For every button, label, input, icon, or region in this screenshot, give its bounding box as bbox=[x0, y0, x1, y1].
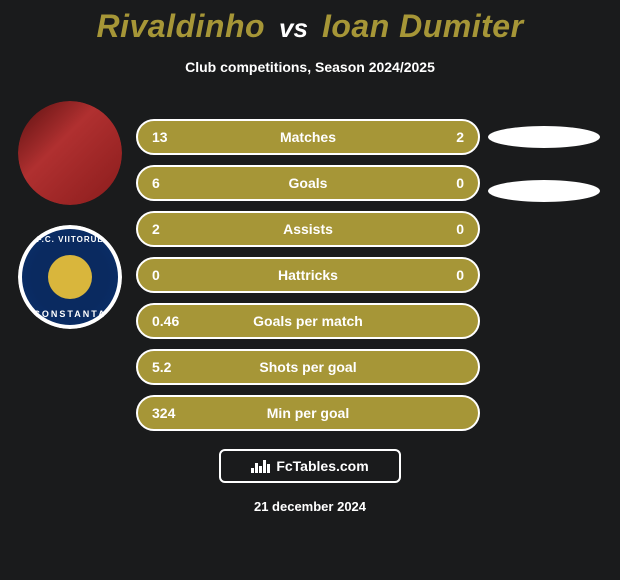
stat-row: 2 Assists 0 bbox=[136, 211, 480, 247]
player1-avatar bbox=[18, 101, 122, 205]
bars-icon bbox=[251, 459, 270, 473]
player2-name: Ioan Dumiter bbox=[322, 8, 524, 45]
stat-left: 5.2 bbox=[138, 359, 194, 375]
stat-right: 0 bbox=[422, 267, 478, 283]
brand-text: FcTables.com bbox=[276, 458, 368, 474]
crest-inner-circle bbox=[48, 255, 92, 299]
stat-left: 13 bbox=[138, 129, 194, 145]
stat-label: Hattricks bbox=[194, 267, 422, 283]
stat-label: Shots per goal bbox=[194, 359, 422, 375]
stat-right: 0 bbox=[422, 221, 478, 237]
crest-bottom-text: CONSTANTA bbox=[33, 309, 106, 319]
player1-name: Rivaldinho bbox=[96, 8, 265, 45]
stat-rows: 13 Matches 2 6 Goals 0 2 Assists 0 0 Hat… bbox=[136, 119, 600, 431]
vs-text: vs bbox=[279, 13, 308, 44]
stat-row: 0 Hattricks 0 bbox=[136, 257, 480, 293]
stat-right: 0 bbox=[422, 175, 478, 191]
subtitle: Club competitions, Season 2024/2025 bbox=[0, 59, 620, 75]
stat-label: Goals bbox=[194, 175, 422, 191]
stat-label: Matches bbox=[194, 129, 422, 145]
crest-top-text: F.C. VIITORUL bbox=[37, 235, 104, 244]
stat-label: Assists bbox=[194, 221, 422, 237]
player-photo-placeholder bbox=[18, 101, 122, 205]
stat-left: 0 bbox=[138, 267, 194, 283]
stat-right: 2 bbox=[422, 129, 478, 145]
footer-date: 21 december 2024 bbox=[0, 499, 620, 514]
player2-crest: F.C. VIITORUL CONSTANTA bbox=[18, 225, 122, 329]
stat-row: 6 Goals 0 bbox=[136, 165, 480, 201]
stat-left: 324 bbox=[138, 405, 194, 421]
stat-label: Min per goal bbox=[194, 405, 422, 421]
stat-left: 2 bbox=[138, 221, 194, 237]
club-crest: F.C. VIITORUL CONSTANTA bbox=[18, 225, 122, 329]
stat-left: 0.46 bbox=[138, 313, 194, 329]
stat-left: 6 bbox=[138, 175, 194, 191]
stat-row: 5.2 Shots per goal bbox=[136, 349, 480, 385]
comparison-content: F.C. VIITORUL CONSTANTA 13 Matches 2 6 G… bbox=[0, 119, 620, 431]
stat-row: 324 Min per goal bbox=[136, 395, 480, 431]
stat-row: 0.46 Goals per match bbox=[136, 303, 480, 339]
brand-pill: FcTables.com bbox=[219, 449, 401, 483]
stat-label: Goals per match bbox=[194, 313, 422, 329]
page-title-row: Rivaldinho vs Ioan Dumiter bbox=[0, 0, 620, 45]
stat-row: 13 Matches 2 bbox=[136, 119, 480, 155]
